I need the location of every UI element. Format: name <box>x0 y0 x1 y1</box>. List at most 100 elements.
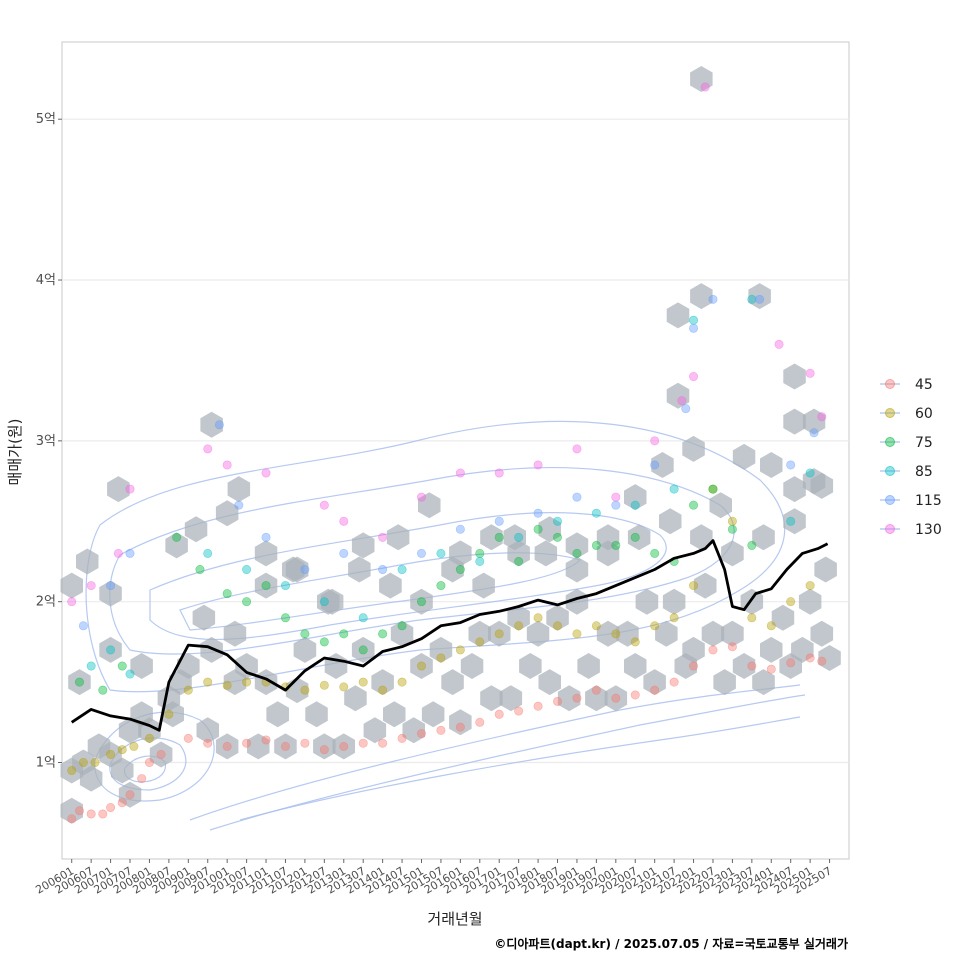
scatter-point-115 <box>786 460 796 470</box>
scatter-point-45 <box>106 803 116 813</box>
y-tick-label: 1억 <box>36 756 56 771</box>
scatter-point-45 <box>319 745 329 755</box>
scatter-point-45 <box>98 809 108 819</box>
scatter-point-60 <box>183 685 193 695</box>
hex-cell <box>200 411 223 438</box>
scatter-point-75 <box>339 629 349 639</box>
scatter-point-75 <box>117 661 127 671</box>
scatter-point-45 <box>817 656 827 666</box>
hex-cell <box>60 572 83 599</box>
hex-cell <box>371 669 394 696</box>
scatter-point-60 <box>164 709 174 719</box>
hex-cell <box>666 302 690 329</box>
hex-cell <box>760 636 783 663</box>
density-contour <box>189 684 801 821</box>
scatter-point-115 <box>533 508 543 518</box>
scatter-point-75 <box>611 540 621 550</box>
hex-cell <box>635 588 659 615</box>
hex-cell <box>200 636 223 663</box>
scatter-point-115 <box>106 581 116 591</box>
scatter-point-45 <box>125 790 135 800</box>
scatter-point-75 <box>591 540 601 550</box>
scatter-point-75 <box>172 532 182 542</box>
scatter-point-45 <box>67 814 77 824</box>
hex-cell <box>165 532 188 559</box>
hex-cell <box>351 636 375 663</box>
scatter-point-85 <box>805 468 815 478</box>
legend-key-45 <box>885 379 895 389</box>
hex-cell <box>351 532 375 559</box>
scatter-point-85 <box>106 645 116 655</box>
scatter-point-85 <box>86 661 96 671</box>
hex-cell <box>624 653 647 679</box>
scatter-point-85 <box>669 484 679 494</box>
scatter-points <box>67 82 827 824</box>
scatter-point-115 <box>78 621 88 631</box>
scatter-point-60 <box>786 597 796 607</box>
hex-cell <box>480 524 503 551</box>
scatter-point-130 <box>339 516 349 526</box>
trend-line-layer <box>70 539 829 732</box>
scatter-point-130 <box>222 460 232 470</box>
scatter-point-60 <box>90 758 100 768</box>
scatter-point-75 <box>319 637 329 647</box>
scatter-point-75 <box>727 524 737 534</box>
hex-cell <box>651 452 674 478</box>
hex-cell <box>379 572 402 599</box>
legend-label: 75 <box>915 435 933 451</box>
scatter-point-85 <box>203 548 213 558</box>
scatter-point-85 <box>747 294 757 304</box>
scatter-point-115 <box>416 548 426 558</box>
scatter-point-85 <box>514 532 524 542</box>
hex-cell <box>526 620 550 647</box>
scatter-point-60 <box>494 629 504 639</box>
scatter-point-75 <box>242 597 252 607</box>
scatter-point-60 <box>650 621 660 631</box>
scatter-point-45 <box>766 664 776 674</box>
hex-cell <box>480 685 503 712</box>
scatter-point-45 <box>650 685 660 695</box>
hex-cell <box>441 669 464 696</box>
hex-cell <box>713 669 736 696</box>
hex-cell <box>732 653 756 679</box>
scatter-point-75 <box>514 556 524 566</box>
hex-cell <box>68 669 91 696</box>
hex-cell <box>60 797 83 824</box>
hex-cell <box>814 556 837 583</box>
hex-cell <box>810 620 834 647</box>
scatter-point-60 <box>591 621 601 631</box>
plot-panel <box>61 41 850 860</box>
hex-cell <box>285 556 309 583</box>
hex-cell <box>227 476 251 503</box>
hex-cell <box>177 653 200 679</box>
hex-cell <box>410 653 433 679</box>
scatter-point-85 <box>475 556 485 566</box>
density-contour <box>109 466 735 655</box>
scatter-point-60 <box>319 680 329 690</box>
hex-cell <box>499 685 523 712</box>
scatter-point-60 <box>727 516 737 526</box>
y-axis-title: 매매가(원) <box>6 419 24 486</box>
scatter-point-130 <box>261 468 271 478</box>
hex-cell <box>161 701 184 728</box>
scatter-point-75 <box>300 629 310 639</box>
scatter-point-60 <box>533 613 543 623</box>
scatter-point-130 <box>533 460 543 470</box>
scatter-point-60 <box>78 758 88 768</box>
scatter-point-115 <box>125 548 135 558</box>
scatter-point-75 <box>747 540 757 550</box>
hex-cell <box>577 653 600 679</box>
hex-cell <box>682 435 705 462</box>
scatter-point-130 <box>572 444 582 454</box>
hex-cell <box>332 733 355 760</box>
legend-key-75 <box>885 437 895 447</box>
hex-cell <box>215 500 239 527</box>
scatter-point-45 <box>708 645 718 655</box>
hex-cell <box>662 588 686 615</box>
scatter-point-60 <box>339 682 349 692</box>
hex-cell <box>235 653 258 679</box>
scatter-point-115 <box>681 404 691 414</box>
scatter-point-75 <box>378 629 388 639</box>
hex-cell <box>99 580 122 607</box>
scatter-point-85 <box>358 613 368 623</box>
